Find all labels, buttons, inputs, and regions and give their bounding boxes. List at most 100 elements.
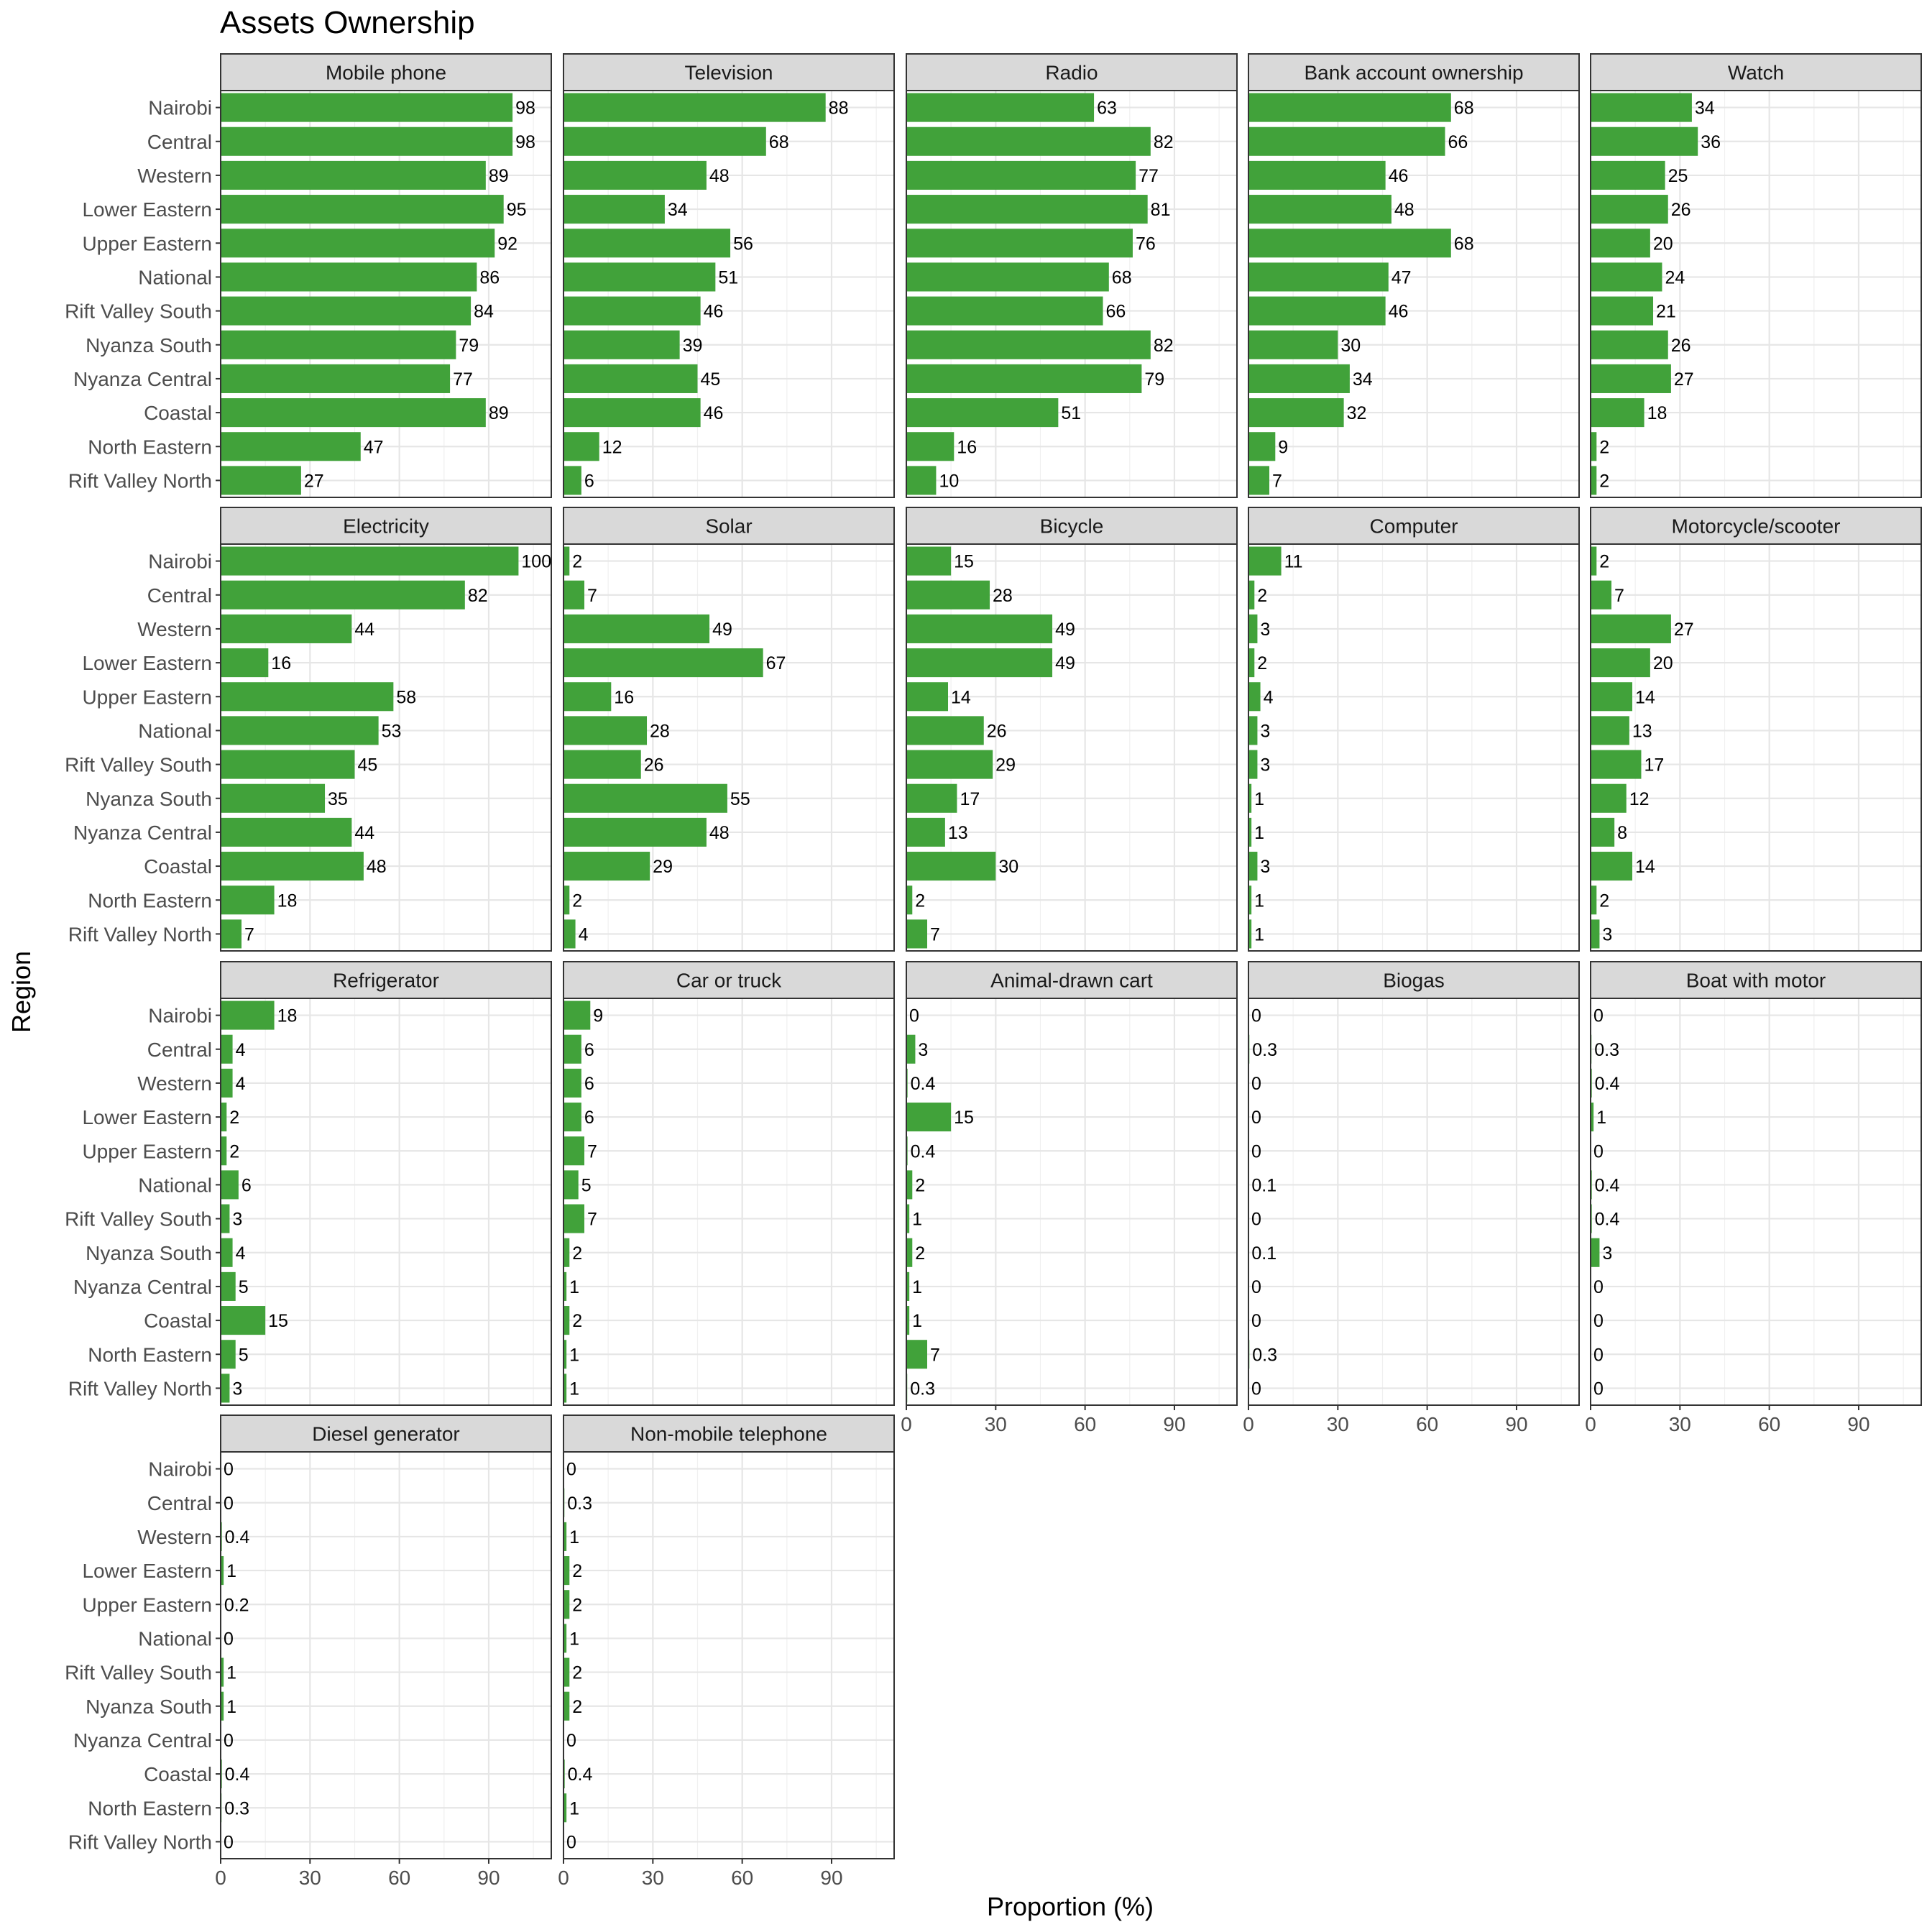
- y-tick-label: Nyanza Central: [73, 368, 212, 390]
- value-label: 0: [1593, 1345, 1604, 1365]
- value-label: 7: [1272, 471, 1282, 491]
- y-tick-label: Nyanza South: [86, 1242, 212, 1264]
- value-label: 81: [1151, 200, 1171, 220]
- value-label: 26: [1671, 200, 1691, 220]
- y-tick-label: Nyanza South: [86, 788, 212, 810]
- panel-border-non-mobile-telephone: [563, 1451, 895, 1859]
- value-label: 46: [704, 403, 724, 423]
- bar-non-mobile-telephone-nyanza-south: [564, 1691, 570, 1721]
- y-tick-label: Nairobi: [148, 1458, 212, 1481]
- value-label: 0.3: [567, 1494, 592, 1514]
- y-tick-label: Upper Eastern: [82, 232, 212, 254]
- facet-panel-mobile-phone: Mobile phone 98 98 89 95 92 86 84 79 77 89 47 27 Nair…: [65, 53, 552, 498]
- value-label: 55: [730, 789, 750, 809]
- bar-non-mobile-telephone-upper-eastern: [564, 1590, 570, 1619]
- value-label: 0.1: [1251, 1243, 1276, 1264]
- bar-mobile-phone-nairobi: [221, 93, 513, 122]
- value-label: 7: [587, 586, 597, 606]
- bar-diesel-generator-lower-eastern: [221, 1556, 224, 1586]
- panel-background-boat-with-motor: [1591, 998, 1921, 1405]
- value-label: 32: [1347, 403, 1367, 423]
- bar-car-or-truck-nyanza-central: [564, 1271, 567, 1301]
- x-tick-label: 30: [299, 1867, 321, 1889]
- facet-title-television: Television: [685, 62, 773, 84]
- value-label: 0: [1251, 1210, 1261, 1230]
- value-label: 49: [1055, 653, 1075, 673]
- panel-background-mobile-phone: [221, 91, 551, 497]
- panel-background-electricity: [221, 544, 551, 951]
- value-label: 1: [569, 1379, 579, 1399]
- facet-panel-diesel-generator: Diesel generator 0 0 0.4 1 0.2 0 1 1 0 0.4 0.3 0 Nair…: [65, 1414, 552, 1889]
- bar-electricity-lower-eastern: [221, 648, 269, 678]
- panel-border-bicycle: [906, 543, 1238, 952]
- y-tick-label: Nairobi: [148, 97, 212, 119]
- facet-title-biogas: Biogas: [1383, 970, 1445, 992]
- value-label: 98: [515, 132, 535, 152]
- y-tick-label: Nyanza Central: [73, 1276, 212, 1298]
- value-label: 16: [614, 687, 634, 707]
- value-label: 63: [1097, 98, 1117, 119]
- value-label: 3: [1260, 857, 1270, 877]
- value-label: 7: [244, 924, 254, 944]
- y-tick-label: Western: [137, 618, 212, 640]
- bar-motorcycle-scooter-nyanza-south: [1591, 783, 1627, 813]
- panel-border-refrigerator: [220, 998, 552, 1406]
- value-label: 2: [915, 891, 925, 911]
- value-label: 86: [479, 267, 500, 288]
- bar-electricity-nyanza-south: [221, 783, 326, 813]
- bar-bank-account-ownership-lower-eastern: [1248, 195, 1392, 224]
- value-label: 7: [930, 1345, 940, 1365]
- panel-background-biogas: [1248, 998, 1579, 1405]
- value-label: 0: [566, 1460, 576, 1480]
- value-label: 0.4: [911, 1141, 936, 1162]
- panel-border-watch: [1590, 90, 1922, 498]
- facet-panel-refrigerator: Refrigerator18442263451553NairobiCentral…: [65, 961, 552, 1406]
- value-label: 6: [584, 1074, 594, 1094]
- value-label: 4: [236, 1243, 246, 1264]
- value-label: 2: [1257, 586, 1267, 606]
- panel-border-computer: [1248, 543, 1580, 952]
- value-label: 1: [1254, 789, 1264, 809]
- value-label: 58: [396, 687, 416, 707]
- bar-radio-upper-eastern: [906, 229, 1133, 258]
- value-label: 34: [1353, 369, 1373, 390]
- value-label: 0.4: [911, 1074, 936, 1094]
- bar-diesel-generator-nyanza-south: [221, 1691, 224, 1721]
- bar-mobile-phone-national: [221, 262, 477, 292]
- facet-title-watch: Watch: [1728, 62, 1784, 84]
- facet-panel-watch: Watch 34 36 25 26 20 24 21 26 27 18 2 2: [1589, 53, 1922, 498]
- value-label: 2: [572, 1243, 582, 1264]
- bar-refrigerator-nyanza-central: [221, 1271, 236, 1301]
- bar-computer-nyanza-south: [1248, 783, 1252, 813]
- x-tick-label: 0: [901, 1413, 912, 1435]
- value-label: 46: [704, 302, 724, 322]
- x-tick-label: 0: [558, 1867, 569, 1889]
- value-label: 18: [277, 1006, 298, 1026]
- bar-computer-north-eastern: [1248, 886, 1252, 915]
- y-tick-label: Lower Eastern: [82, 1560, 212, 1582]
- value-label: 3: [1260, 721, 1270, 741]
- y-tick-label: Western: [137, 165, 212, 187]
- bar-car-or-truck-national: [564, 1170, 579, 1200]
- x-tick-label: 30: [642, 1867, 664, 1889]
- bar-bicycle-central: [906, 580, 990, 610]
- value-label: 0.3: [224, 1798, 249, 1818]
- value-label: 48: [1394, 200, 1414, 220]
- facet-strip-watch: [1590, 53, 1922, 91]
- value-label: 0: [1251, 1074, 1261, 1094]
- bar-car-or-truck-nyanza-south: [564, 1238, 570, 1267]
- bar-television-nyanza-south: [564, 330, 680, 359]
- bar-motorcycle-scooter-western: [1591, 614, 1671, 643]
- bar-television-upper-eastern: [564, 229, 731, 258]
- bar-animal-drawn-cart-north-eastern: [906, 1340, 928, 1369]
- bar-radio-central: [906, 126, 1151, 156]
- bar-car-or-truck-upper-eastern: [564, 1136, 585, 1166]
- value-label: 2: [915, 1243, 925, 1264]
- value-label: 30: [1340, 336, 1361, 356]
- value-label: 4: [1264, 687, 1274, 707]
- value-label: 68: [769, 132, 789, 152]
- value-label: 0: [566, 1832, 576, 1852]
- facet-strip-radio: [906, 53, 1238, 91]
